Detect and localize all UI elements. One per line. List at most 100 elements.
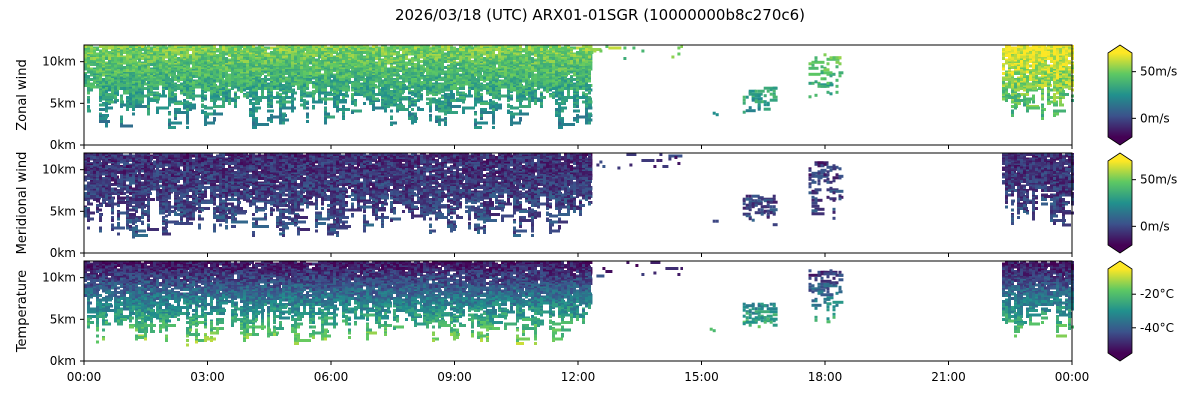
heatmap-cell [492, 45, 496, 48]
heatmap-cell [450, 63, 453, 66]
heatmap-cell [174, 84, 182, 87]
heatmap-cell [87, 100, 90, 104]
heatmap-cell [99, 108, 107, 111]
heatmap-cell [255, 123, 269, 126]
heatmap-cell [1023, 52, 1026, 56]
heatmap-cell [294, 70, 297, 74]
heatmap-cell [291, 94, 294, 98]
heatmap-cell [534, 69, 538, 72]
heatmap-cell [135, 70, 138, 74]
heatmap-cell [432, 100, 435, 104]
heatmap-cell [288, 49, 291, 53]
heatmap-cell [306, 94, 309, 98]
heatmap-cell [453, 87, 456, 90]
heatmap-cell [414, 46, 417, 50]
heatmap-cell [96, 66, 99, 69]
heatmap-cell [231, 82, 234, 86]
heatmap-cell [522, 85, 525, 89]
heatmap-cell [1011, 100, 1014, 104]
heatmap-cell [201, 76, 204, 80]
heatmap-cell [456, 82, 459, 86]
heatmap-cell [174, 111, 186, 114]
heatmap-cell [438, 75, 441, 78]
heatmap-cell [228, 78, 231, 81]
heatmap-cell [291, 79, 294, 83]
heatmap-cell [1002, 90, 1005, 93]
heatmap-cell [309, 67, 312, 71]
heatmap-cell [186, 61, 189, 65]
heatmap-cell [135, 67, 138, 71]
heatmap-cell [838, 74, 842, 78]
heatmap-cell [369, 102, 372, 105]
heatmap-cell [632, 46, 636, 50]
heatmap-cell [114, 87, 117, 90]
heatmap-cell [534, 78, 537, 81]
heatmap-cell [540, 96, 546, 99]
heatmap-cell [1011, 66, 1014, 69]
heatmap-cell [201, 91, 204, 95]
heatmap-cell [411, 108, 414, 111]
heatmap-cell [276, 96, 279, 99]
heatmap-cell [333, 64, 336, 68]
heatmap-cell [156, 60, 159, 63]
heatmap-cell [213, 88, 216, 92]
heatmap-cell [216, 49, 219, 53]
heatmap-cell [585, 121, 588, 125]
heatmap-cell [255, 76, 258, 80]
heatmap-cell [459, 84, 462, 87]
heatmap-cell [492, 87, 495, 90]
heatmap-cell [447, 85, 450, 89]
heatmap-cell [87, 64, 90, 68]
heatmap-cell [399, 76, 402, 80]
heatmap-cell [228, 84, 231, 87]
heatmap-cell [438, 109, 448, 113]
heatmap-cell [489, 103, 492, 107]
heatmap-cell [438, 118, 445, 122]
heatmap-cell [393, 45, 396, 48]
heatmap-cell [321, 67, 324, 71]
heatmap-cell [471, 67, 474, 71]
heatmap-cell [279, 118, 289, 122]
heatmap-cell [444, 99, 457, 102]
heatmap-cell [528, 87, 531, 90]
heatmap-cell [102, 49, 105, 53]
heatmap-cell [745, 109, 756, 113]
heatmap-cell [1002, 57, 1005, 60]
heatmap-cell [808, 62, 812, 66]
heatmap-cell [513, 70, 516, 74]
heatmap-cell [192, 75, 195, 78]
heatmap-cell [156, 51, 159, 54]
heatmap-cell [153, 58, 156, 62]
heatmap-cell [585, 48, 588, 51]
heatmap-cell [333, 58, 336, 62]
heatmap-cell [333, 100, 347, 104]
heatmap-cell [585, 57, 588, 60]
heatmap-cell [826, 81, 830, 85]
heatmap-cell [477, 55, 480, 59]
heatmap-cell [87, 105, 90, 108]
heatmap-cell [441, 48, 444, 51]
heatmap-cell [468, 84, 471, 87]
heatmap-cell [174, 75, 177, 78]
heatmap-cell [417, 108, 424, 111]
heatmap-cell [162, 75, 165, 78]
heatmap-cell [105, 100, 116, 104]
heatmap-cell [414, 103, 417, 107]
heatmap-cell [405, 61, 408, 65]
heatmap-cell [408, 61, 411, 65]
heatmap-cell [486, 61, 489, 65]
heatmap-cell [808, 81, 812, 85]
heatmap-cell [360, 52, 363, 56]
heatmap-cell [336, 64, 339, 68]
heatmap-cell [366, 93, 369, 96]
heatmap-cell [210, 70, 213, 74]
heatmap-cell [477, 93, 480, 96]
heatmap-cell [546, 73, 549, 77]
heatmap-cell [96, 85, 99, 89]
heatmap-cell [576, 82, 579, 86]
heatmap-cell [1032, 69, 1035, 72]
heatmap-cell [549, 94, 552, 98]
heatmap-cell [141, 45, 145, 48]
heatmap-cell [342, 51, 345, 54]
heatmap-cell [555, 102, 558, 105]
